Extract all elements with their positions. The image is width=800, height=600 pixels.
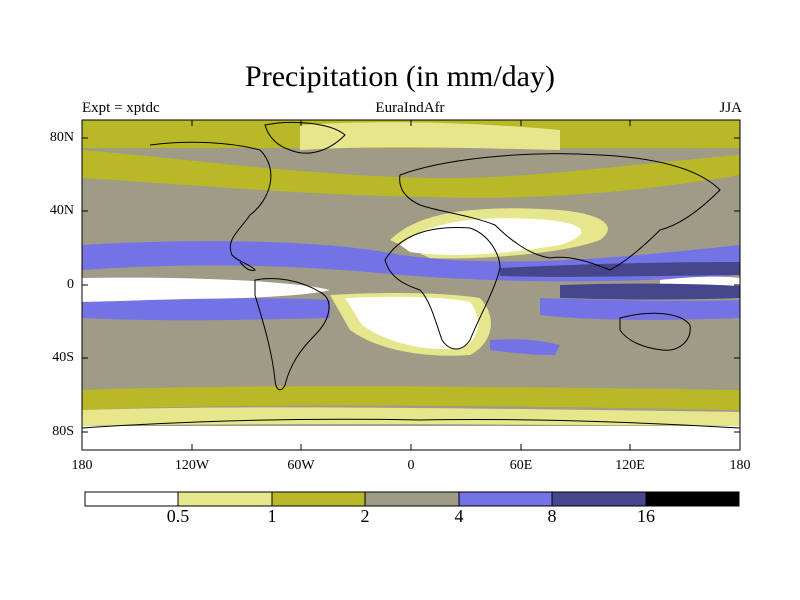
colorbar-swatch-1 [177, 491, 273, 507]
colorbar-label: 1 [267, 506, 277, 526]
band-antarctic-margin [82, 407, 740, 426]
lat-tick-label: 80S [52, 424, 74, 439]
band-arctic-dry [300, 122, 560, 150]
colorbar-swatch-0 [84, 491, 179, 507]
lat-tick-label: 80N [49, 130, 74, 145]
band-spcz [82, 298, 330, 321]
colorbar-swatch-5 [551, 491, 647, 507]
colorbar-label: 4 [454, 506, 464, 526]
chart-title: Precipitation (in mm/day) [245, 60, 555, 93]
lon-tick-label: 60W [287, 458, 315, 473]
band-south-subtropics-inner [345, 296, 479, 350]
coast-greenland [264, 121, 346, 154]
lat-tick-label: 40S [52, 350, 74, 365]
colorbar-swatch-2 [271, 491, 366, 507]
lon-tick-label: 120W [174, 458, 210, 473]
coast-australia [619, 312, 691, 351]
lon-tick-label: 120E [615, 458, 645, 473]
colorbar-swatch-6 [645, 491, 740, 507]
band-maritime-south [540, 298, 740, 320]
coastlines [82, 121, 740, 429]
lat-tick-label: 0 [67, 277, 74, 292]
lon-tick-label: 60E [509, 458, 533, 473]
colorbar-swatch-3 [364, 491, 460, 507]
colorbar [84, 491, 740, 507]
lon-tick-label: 180 [729, 458, 751, 473]
season-label: JJA [719, 100, 742, 116]
experiment-label: Expt = xptdc [82, 100, 160, 116]
band-maritime-core [560, 283, 740, 300]
coast-eurasia [399, 153, 721, 271]
band-southern-ocean [82, 386, 740, 410]
colorbar-label: 8 [547, 506, 557, 526]
coast-south-america [254, 278, 330, 391]
colorbar-label: 16 [637, 506, 655, 526]
lat-tick-label: 40N [49, 203, 74, 218]
band-equatorial-dry-east-pacific [82, 277, 330, 302]
precip-field [82, 120, 740, 450]
axis-ticks [82, 120, 740, 450]
colorbar-swatch-4 [458, 491, 553, 507]
colorbar-label: 2 [360, 506, 370, 526]
lon-tick-label: 0 [407, 458, 415, 473]
region-label: EuraIndAfr [375, 100, 445, 116]
band-itcz-core [500, 262, 740, 277]
coast-north-america [149, 141, 272, 271]
colorbar-label: 0.5 [166, 506, 190, 526]
band-north-mid [82, 150, 740, 198]
band-south-indian [490, 339, 560, 355]
coast-africa [384, 227, 501, 350]
lon-tick-label: 180 [71, 458, 93, 473]
coast-antarctica [82, 418, 740, 429]
